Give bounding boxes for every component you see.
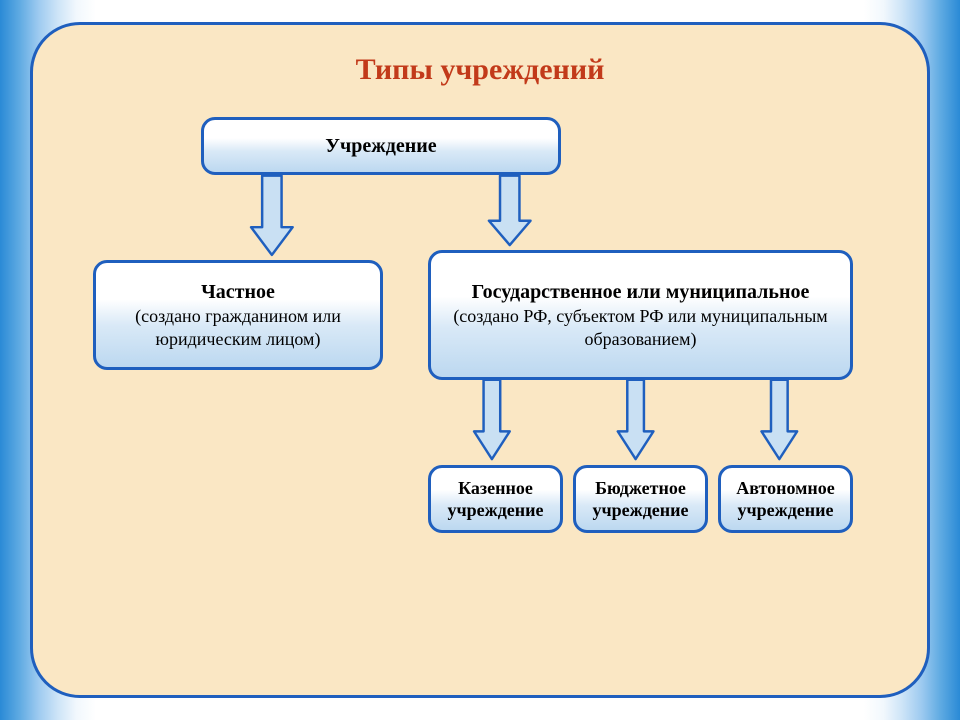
arrow-root-to-state <box>489 176 531 245</box>
slide-frame: Типы учреждений Учреждение Частное (созд… <box>0 0 960 720</box>
arrow-root-to-private <box>251 176 293 255</box>
arrow-state-to-kaz <box>474 380 510 459</box>
diagram-panel: Типы учреждений Учреждение Частное (созд… <box>30 22 930 698</box>
arrow-state-to-bud <box>618 380 654 459</box>
arrow-state-to-auto <box>761 380 797 459</box>
arrows-layer <box>33 25 927 695</box>
